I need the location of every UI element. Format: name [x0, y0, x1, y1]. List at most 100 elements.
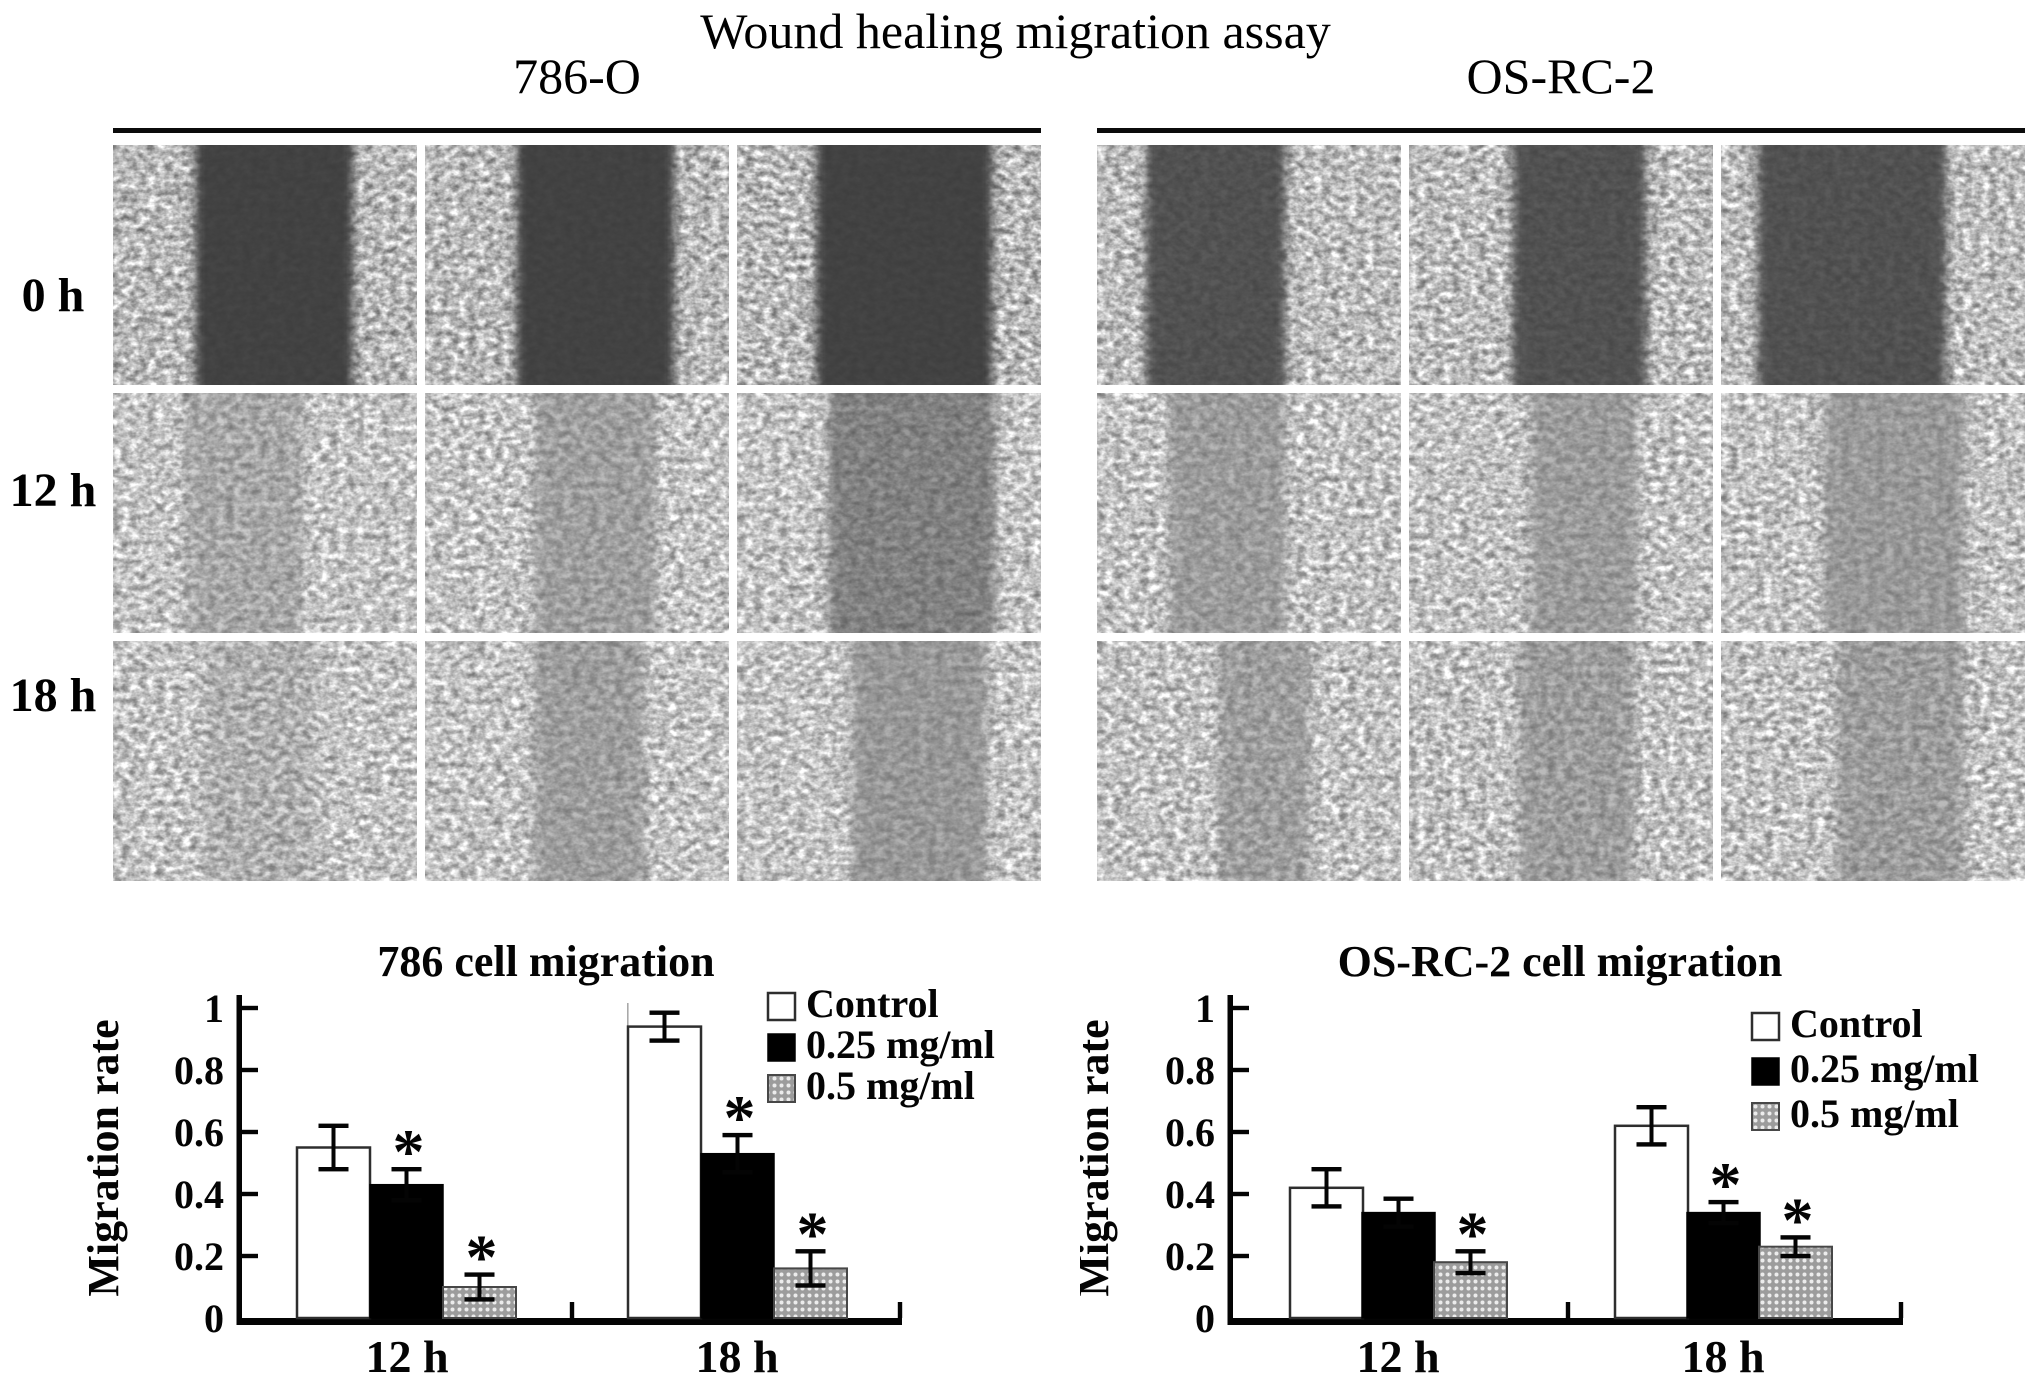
significance-asterisk-0-5-mg-ml-12-h: *	[466, 1222, 498, 1293]
chart-os-rc-2-cell-migration: 0 0.2 0.4 0.6 0.8 1 * 12 h * * 18 h OS-RC-2 cell mi…	[1069, 935, 2031, 1380]
micrograph-os-rc-2-0-h-1	[1097, 145, 1401, 385]
significance-asterisk-0-5-mg-ml-12-h: *	[1457, 1198, 1489, 1269]
group-header-os-rc-2: OS-RC-2	[1466, 48, 1656, 104]
y-tick-label-0.2: 0.2	[1165, 1234, 1215, 1279]
micrograph-os-rc-2-18-h-1	[1097, 641, 1401, 881]
bar-0-5-mg-ml-18-h	[1758, 1245, 1833, 1320]
micrograph-os-rc-2-18-h-3	[1721, 641, 2025, 881]
significance-asterisk-0-25-mg-ml-12-h: *	[393, 1116, 425, 1187]
y-axis	[236, 995, 242, 1322]
micrograph-786-o-18-h-1	[113, 641, 417, 881]
x-label-12-h: 12 h	[1356, 1331, 1439, 1380]
x-axis	[1227, 1318, 1903, 1325]
group-header-786-o: 786-O	[513, 48, 641, 104]
error-bar-0-5-mg-ml-18-h	[1780, 1235, 1811, 1259]
error-bar-control-18-h	[1636, 1105, 1667, 1147]
y-tick-0.6	[1233, 1129, 1249, 1135]
micrograph-os-rc-2-0-h-2	[1409, 145, 1713, 385]
y-tick-0.2	[242, 1253, 258, 1259]
figure-title: Wound healing migration assay	[700, 3, 1331, 59]
row-label-0h: 0 h	[21, 269, 85, 322]
y-tick-label-0: 0	[1195, 1296, 1215, 1341]
header-rule-left	[113, 128, 1041, 133]
x-axis	[236, 1318, 902, 1325]
error-bar-0-25-mg-ml-12-h	[1383, 1196, 1414, 1229]
y-tick-label-0.6: 0.6	[1165, 1110, 1215, 1155]
error-bar-0-5-mg-ml-12-h	[1455, 1249, 1486, 1276]
legend-label-0-25-mg-ml: 0.25 mg/ml	[1790, 1046, 1979, 1091]
significance-asterisk-0-25-mg-ml-18-h: *	[1710, 1149, 1742, 1220]
y-tick-0.4	[1233, 1191, 1249, 1197]
micrograph-786-o-0-h-3	[737, 145, 1041, 385]
x-tick-end	[1898, 1302, 1904, 1318]
y-tick-0.4	[242, 1191, 258, 1197]
legend-swatch-control	[1750, 1011, 1781, 1042]
y-tick-label-1: 1	[1195, 986, 1215, 1031]
y-tick-label-0: 0	[204, 1296, 224, 1341]
chart-title: 786 cell migration	[377, 937, 714, 986]
y-tick-1	[242, 1005, 258, 1011]
micrograph-786-o-0-h-2	[425, 145, 729, 385]
y-tick-label-0.8: 0.8	[1165, 1048, 1215, 1093]
error-bar-control-12-h	[1311, 1167, 1342, 1209]
x-tick-mid	[569, 1302, 575, 1318]
y-tick-label-0.6: 0.6	[174, 1110, 224, 1155]
y-tick-label-1: 1	[204, 986, 224, 1031]
legend-label-0-5-mg-ml: 0.5 mg/ml	[1790, 1091, 1959, 1136]
y-tick-0.6	[242, 1129, 258, 1135]
legend-label-0-5-mg-ml: 0.5 mg/ml	[806, 1063, 975, 1108]
y-tick-label-0.4: 0.4	[1165, 1172, 1215, 1217]
micrograph-os-rc-2-18-h-2	[1409, 641, 1713, 881]
legend-label-control: Control	[1790, 1001, 1923, 1046]
significance-asterisk-0-5-mg-ml-18-h: *	[797, 1198, 829, 1269]
y-tick-label-0.8: 0.8	[174, 1048, 224, 1093]
error-bar-0-25-mg-ml-18-h	[1708, 1199, 1739, 1226]
error-bar-0-5-mg-ml-18-h	[795, 1249, 826, 1288]
micrograph-786-o-12-h-3	[737, 393, 1041, 633]
legend-swatch-control	[766, 991, 797, 1022]
y-tick-1	[1233, 1005, 1249, 1011]
y-axis	[1227, 995, 1233, 1322]
micrograph-786-o-12-h-1	[113, 393, 417, 633]
y-tick-0.8	[1233, 1067, 1249, 1073]
bar-0-25-mg-ml-18-h	[1686, 1211, 1761, 1319]
significance-asterisk-0-5-mg-ml-18-h: *	[1782, 1184, 1814, 1255]
row-label-12h: 12 h	[9, 464, 97, 517]
chart-786-cell-migration: 0 0.2 0.4 0.6 0.8 1 * * 12 h * * 18 h 786 cell migra…	[79, 935, 1036, 1380]
x-tick-mid	[1565, 1302, 1571, 1318]
x-label-18-h: 18 h	[1681, 1331, 1764, 1380]
legend-swatch-0-25-mg-ml	[1751, 1057, 1780, 1086]
error-bar-0-25-mg-ml-12-h	[391, 1167, 422, 1203]
error-bar-0-5-mg-ml-12-h	[464, 1272, 495, 1302]
legend-label-0-25-mg-ml: 0.25 mg/ml	[806, 1022, 995, 1067]
bar-0-25-mg-ml-12-h	[1361, 1211, 1436, 1319]
x-tick-end	[897, 1302, 903, 1318]
y-tick-label-0.2: 0.2	[174, 1234, 224, 1279]
bar-0-25-mg-ml-18-h	[700, 1152, 775, 1319]
y-tick-0.8	[242, 1067, 258, 1073]
y-axis-label: Migration rate	[85, 1019, 128, 1296]
x-label-12-h: 12 h	[365, 1331, 448, 1380]
row-label-18h: 18 h	[9, 669, 97, 722]
y-tick-0.2	[1233, 1253, 1249, 1259]
bar-0-5-mg-ml-12-h	[442, 1286, 517, 1319]
bar-control-18-h	[626, 1025, 703, 1320]
legend-label-control: Control	[806, 981, 939, 1026]
micrograph-os-rc-2-12-h-3	[1721, 393, 2025, 633]
legend-swatch-0-5-mg-ml	[1751, 1102, 1780, 1131]
significance-asterisk-0-25-mg-ml-18-h: *	[724, 1082, 756, 1153]
legend-swatch-0-25-mg-ml	[767, 1033, 796, 1062]
error-bar-control-18-h	[649, 1010, 680, 1043]
bar-control-18-h	[1613, 1124, 1690, 1320]
y-tick-label-0.4: 0.4	[174, 1172, 224, 1217]
y-axis-label: Migration rate	[1080, 1019, 1118, 1296]
micrograph-os-rc-2-12-h-1	[1097, 393, 1401, 633]
error-bar-0-25-mg-ml-18-h	[722, 1132, 753, 1175]
micrograph-786-o-18-h-3	[737, 641, 1041, 881]
bar-control-12-h	[295, 1146, 372, 1320]
header-rule-right	[1097, 128, 2025, 133]
micrograph-786-o-18-h-2	[425, 641, 729, 881]
micrograph-os-rc-2-0-h-3	[1721, 145, 2025, 385]
legend-swatch-0-5-mg-ml	[767, 1074, 796, 1103]
